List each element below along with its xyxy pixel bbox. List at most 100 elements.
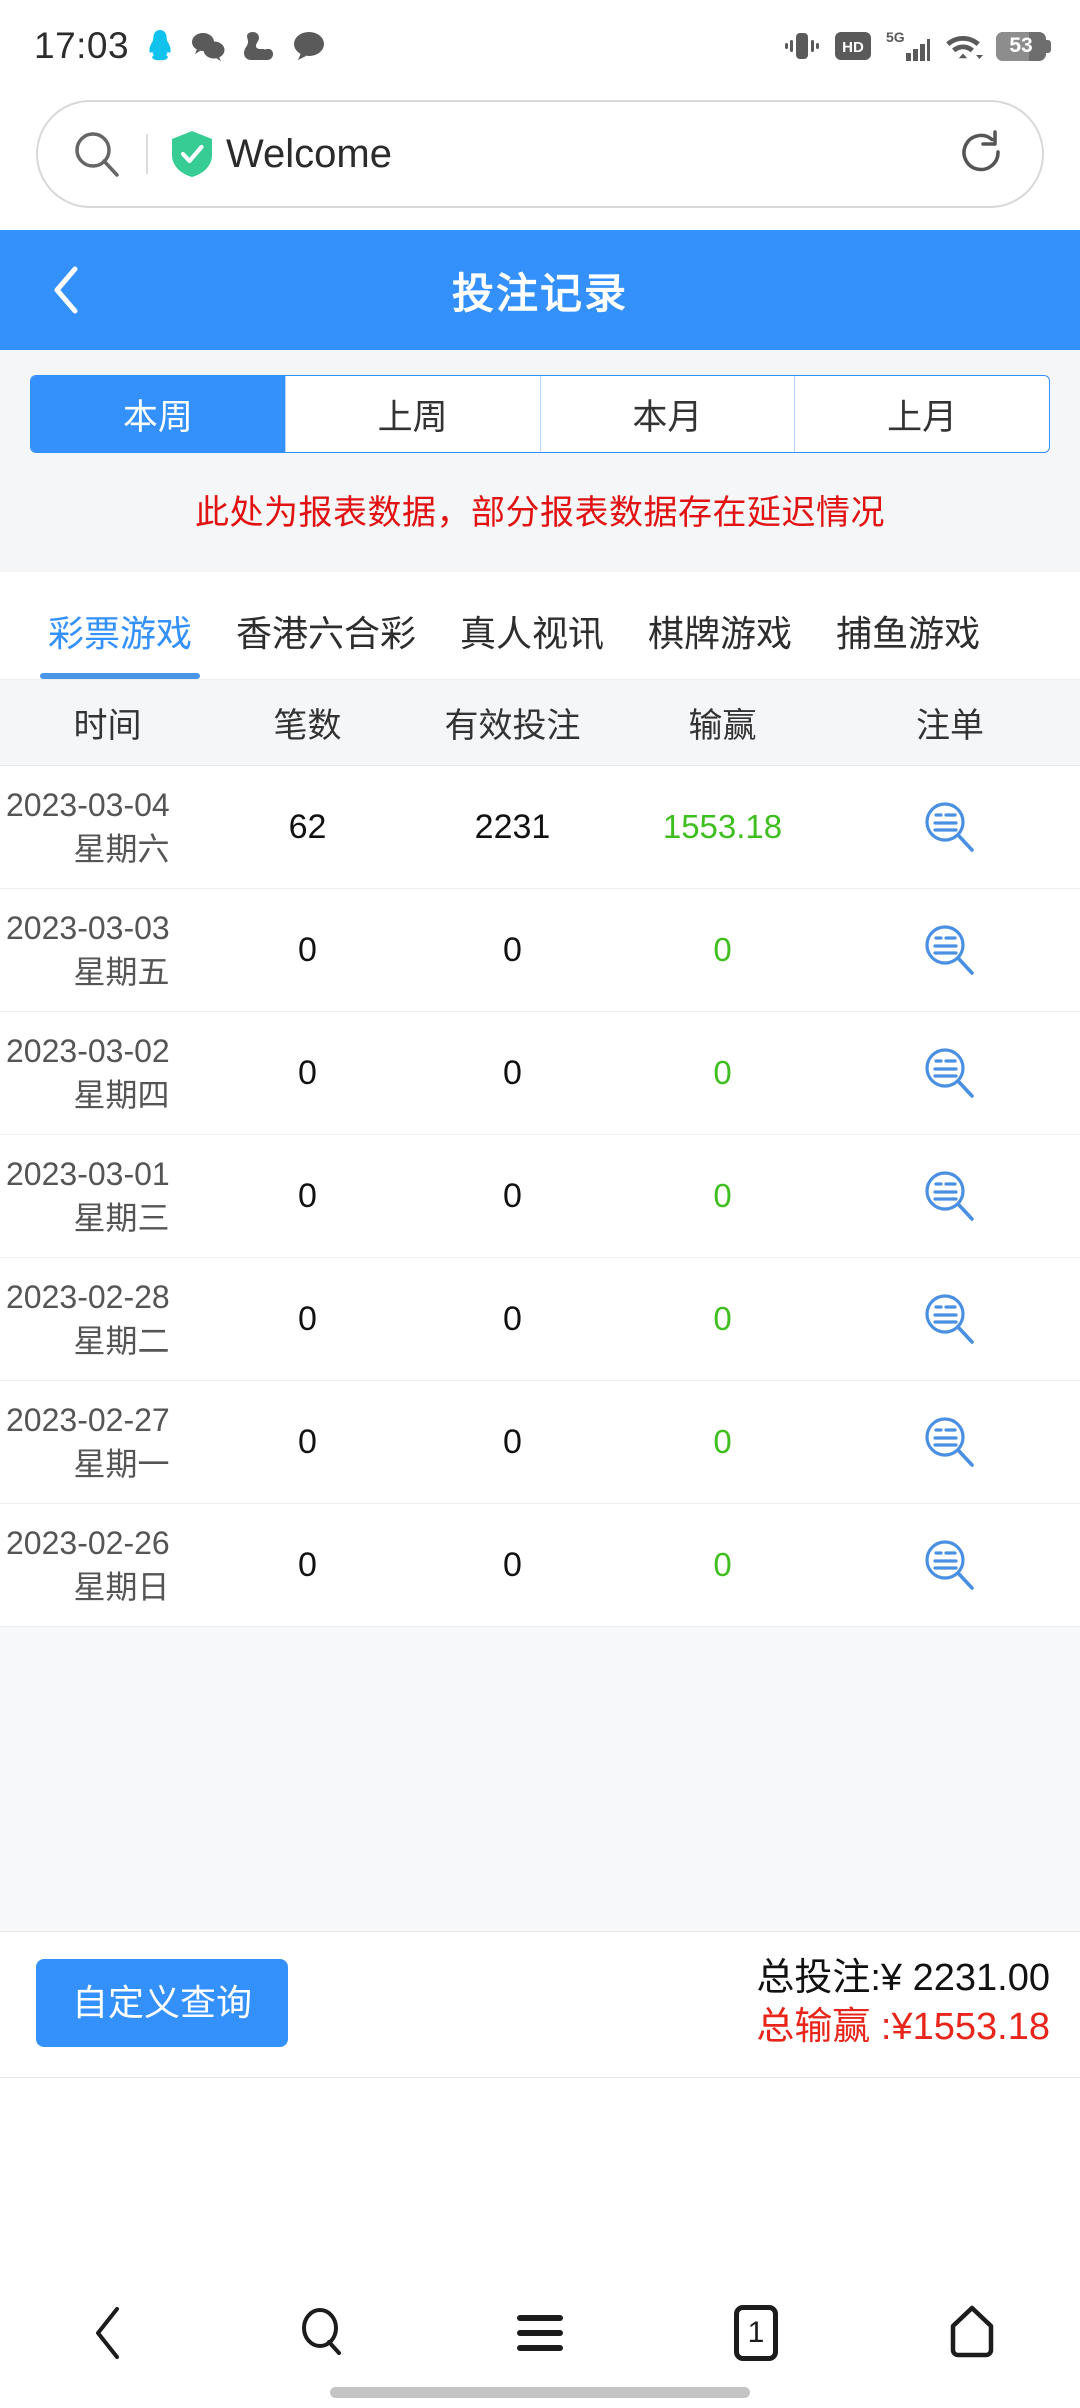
total-win-loss-amount: 总输赢 :¥1553.18 — [756, 2005, 1050, 2048]
battery-level: 53 — [1009, 34, 1033, 57]
tab-card-games[interactable]: 棋牌游戏 — [648, 613, 793, 654]
row-weekday: 星期四 — [73, 1077, 170, 1113]
table-row[interactable]: 2023-03-02 星期四 0 0 0 — [0, 1012, 1080, 1135]
cell-valid-bet: 2231 — [474, 807, 551, 846]
document-search-icon[interactable] — [921, 798, 979, 856]
wifi-icon — [946, 36, 983, 59]
column-header-order: 注单 — [916, 707, 984, 745]
cell-time: 2023-02-28 星期二 — [0, 1275, 215, 1363]
document-search-icon[interactable] — [921, 921, 979, 979]
document-search-icon[interactable] — [921, 1044, 979, 1102]
nav-hamburger-menu-icon[interactable] — [480, 2297, 600, 2369]
total-bet-amount: 总投注:¥ 2231.00 — [756, 1957, 1050, 1999]
cell-order-detail[interactable] — [820, 1413, 1080, 1471]
cell-count: 0 — [298, 1053, 317, 1092]
period-tab-last-week[interactable]: 上周 — [286, 376, 541, 452]
status-bar-clock: 17:03 — [34, 25, 130, 66]
cell-win-loss: 0 — [713, 1546, 732, 1583]
row-date: 2023-03-03 — [6, 909, 170, 946]
tab-live-casino[interactable]: 真人视讯 — [460, 613, 605, 654]
period-tab-last-month[interactable]: 上月 — [887, 397, 958, 437]
cell-valid-bet: 0 — [503, 1299, 522, 1338]
app-header: 投注记录 — [0, 230, 1080, 350]
shield-check-icon — [172, 131, 212, 177]
squirrel-app-icon — [244, 32, 274, 60]
cell-valid-bet: 0 — [503, 1422, 522, 1461]
table-row[interactable]: 2023-02-26 星期日 0 0 0 — [0, 1504, 1080, 1627]
nav-home-icon[interactable] — [912, 2297, 1032, 2369]
table-row[interactable]: 2023-03-03 星期五 0 0 0 — [0, 889, 1080, 1012]
vibrate-icon — [785, 33, 819, 59]
cell-win-loss: 0 — [713, 1054, 732, 1091]
document-search-icon[interactable] — [921, 1290, 979, 1348]
page-title: 投注记录 — [451, 269, 628, 317]
battery-icon: 53 — [996, 31, 1051, 61]
browser-toolbar: Welcome — [0, 92, 1080, 230]
column-header-time: 时间 — [73, 707, 142, 745]
search-icon[interactable] — [72, 129, 122, 179]
cell-order-detail[interactable] — [820, 1044, 1080, 1102]
table-row[interactable]: 2023-03-04 星期六 62 2231 1553.18 — [0, 766, 1080, 889]
url-bar[interactable]: Welcome — [36, 100, 1044, 208]
svg-text:5G: 5G — [886, 29, 905, 45]
cell-count: 0 — [298, 1299, 317, 1338]
row-date: 2023-02-26 — [6, 1524, 170, 1561]
cell-order-detail[interactable] — [820, 798, 1080, 856]
android-status-bar: 17:03 HD 5G — [0, 0, 1080, 92]
reload-icon[interactable] — [956, 126, 1008, 183]
cell-count: 62 — [288, 807, 327, 846]
column-header-win-loss: 输赢 — [688, 707, 757, 745]
cell-count: 0 — [298, 1545, 317, 1584]
svg-text:HD: HD — [842, 39, 864, 56]
qq-icon — [149, 30, 171, 61]
nav-back-chevron-icon[interactable] — [48, 2297, 168, 2369]
5g-signal-icon: 5G — [886, 29, 930, 61]
table-row[interactable]: 2023-02-28 星期二 0 0 0 — [0, 1258, 1080, 1381]
bet-records-table: 2023-03-04 星期六 62 2231 1553.18 2023-03-0… — [0, 766, 1080, 1627]
cell-win-loss: 0 — [713, 1177, 732, 1214]
cell-win-loss: 1553.18 — [662, 808, 783, 845]
custom-query-button[interactable]: 自定义查询 — [36, 1958, 289, 2047]
cell-time: 2023-03-01 星期三 — [0, 1152, 215, 1240]
document-search-icon[interactable] — [921, 1167, 979, 1225]
table-row[interactable]: 2023-02-27 星期一 0 0 0 — [0, 1381, 1080, 1504]
nav-tabs-button[interactable]: 1 — [696, 2297, 816, 2369]
cell-order-detail[interactable] — [820, 1167, 1080, 1225]
row-date: 2023-03-04 — [6, 786, 170, 823]
cell-time: 2023-03-04 星期六 — [0, 783, 215, 871]
document-search-icon[interactable] — [921, 1413, 979, 1471]
cell-order-detail[interactable] — [820, 921, 1080, 979]
tab-count-label[interactable]: 1 — [734, 2305, 778, 2361]
toolbar-divider — [146, 134, 148, 174]
table-header: 时间 笔数 有效投注 输赢 注单 — [0, 680, 1080, 766]
cell-valid-bet: 0 — [503, 1176, 522, 1215]
gesture-handle[interactable] — [330, 2387, 750, 2398]
tab-fishing-games[interactable]: 捕鱼游戏 — [836, 613, 981, 654]
column-header-count: 笔数 — [273, 707, 342, 745]
row-date: 2023-03-02 — [6, 1032, 170, 1069]
wechat-icon — [192, 33, 225, 61]
hd-icon: HD — [835, 32, 871, 60]
cell-time: 2023-02-27 星期一 — [0, 1398, 215, 1486]
back-chevron-icon[interactable] — [44, 262, 88, 318]
period-filter-section: 本周 上周 本月 上月 此处为报表数据，部分报表数据存在延迟情况 — [0, 350, 1080, 572]
totals-block: 总投注:¥ 2231.00 总输赢 :¥1553.18 — [756, 1954, 1050, 2051]
table-row[interactable]: 2023-03-01 星期三 0 0 0 — [0, 1135, 1080, 1258]
cell-order-detail[interactable] — [820, 1290, 1080, 1348]
period-tab-this-month[interactable]: 本月 — [541, 376, 796, 452]
cell-count: 0 — [298, 1422, 317, 1461]
url-text[interactable]: Welcome — [226, 131, 392, 176]
cell-win-loss: 0 — [713, 1423, 732, 1460]
cell-valid-bet: 0 — [503, 1545, 522, 1584]
nav-search-icon[interactable] — [264, 2297, 384, 2369]
tab-lottery-games[interactable]: 彩票游戏 — [26, 605, 214, 679]
cell-count: 0 — [298, 1176, 317, 1215]
period-tab-this-week[interactable]: 本周 — [31, 376, 286, 452]
tab-hk-mark-six[interactable]: 香港六合彩 — [236, 613, 417, 654]
cell-order-detail[interactable] — [820, 1536, 1080, 1594]
document-search-icon[interactable] — [921, 1536, 979, 1594]
row-weekday: 星期五 — [73, 954, 170, 990]
cell-win-loss: 0 — [713, 1300, 732, 1337]
status-bar-left: 17:03 — [34, 25, 325, 67]
cell-win-loss: 0 — [713, 931, 732, 968]
